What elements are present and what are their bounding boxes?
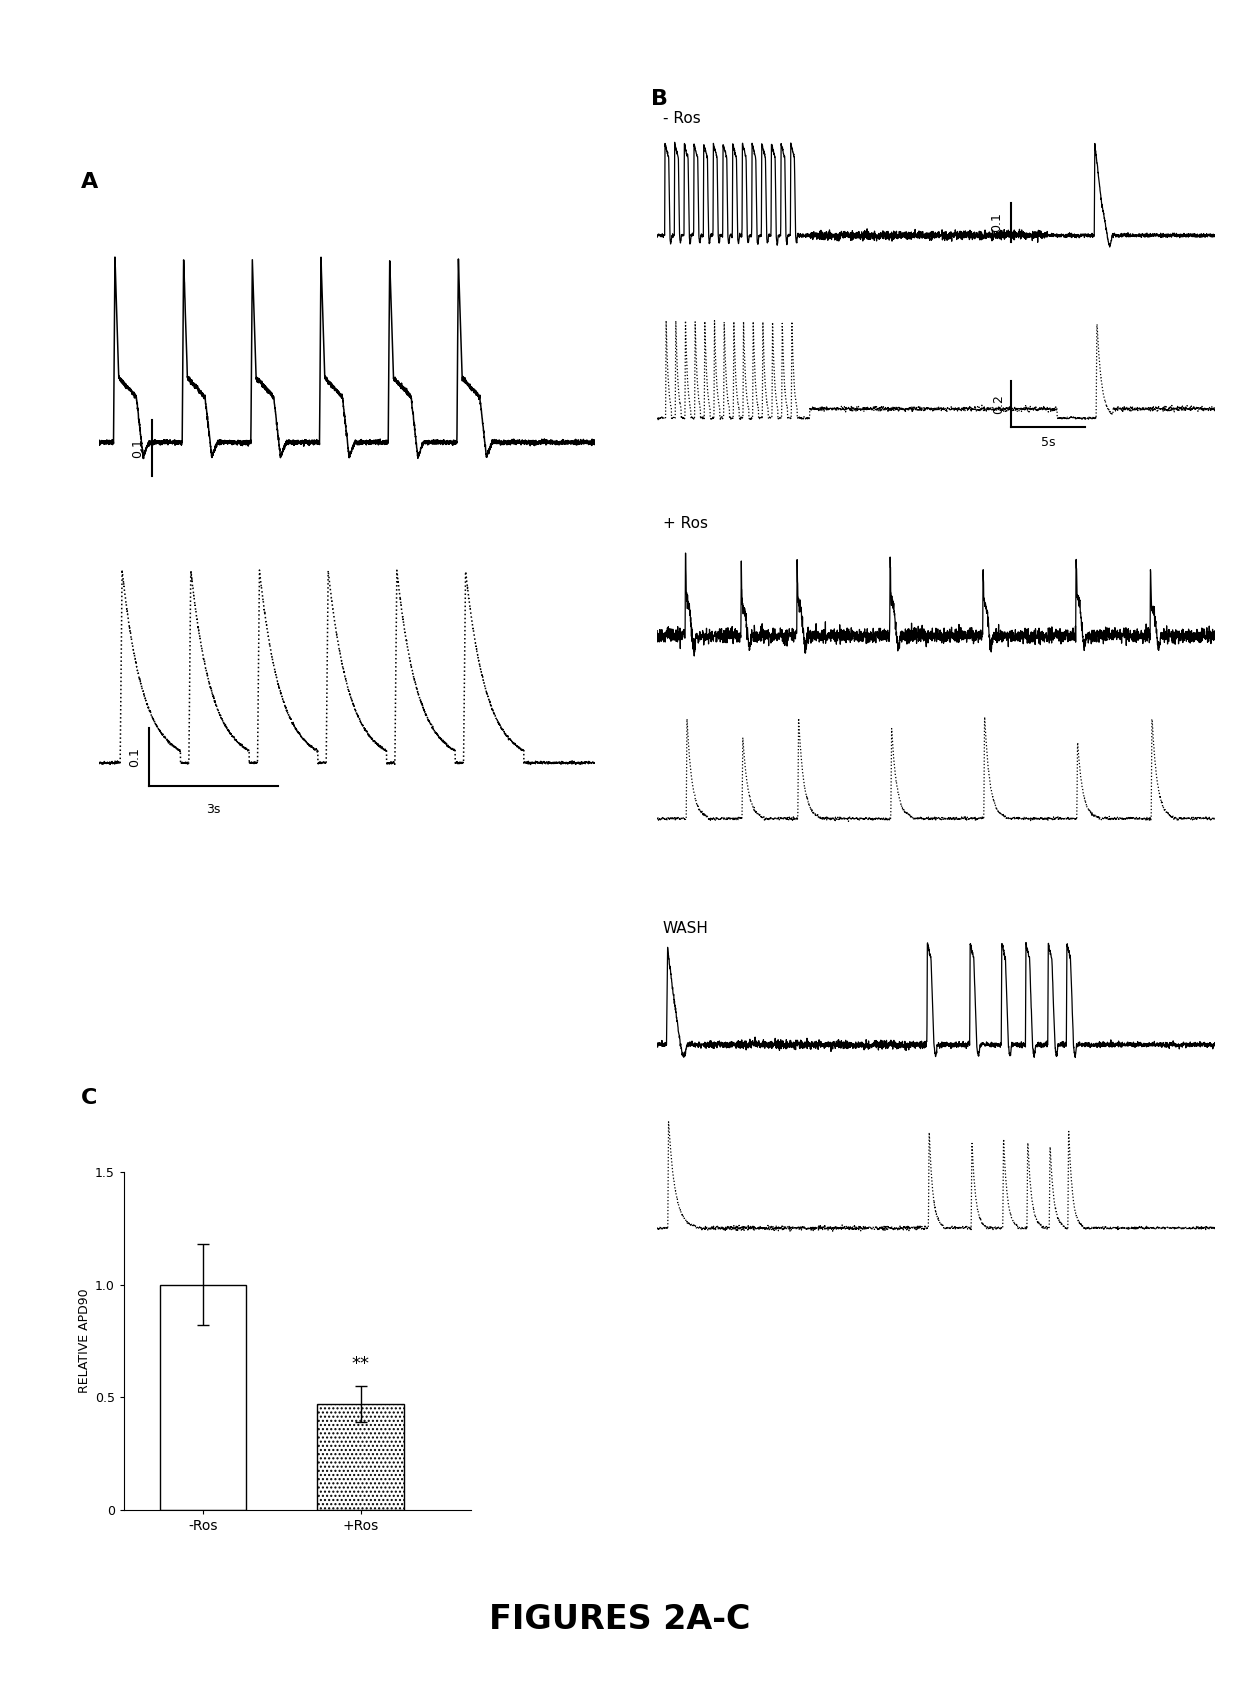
Text: FIGURES 2A-C: FIGURES 2A-C	[490, 1603, 750, 1636]
Text: + Ros: + Ros	[663, 516, 708, 531]
Text: C: C	[81, 1088, 97, 1108]
Text: 5s: 5s	[1040, 437, 1055, 449]
Text: 0.1: 0.1	[991, 213, 1003, 233]
Text: 0.1: 0.1	[131, 439, 144, 457]
Text: - Ros: - Ros	[663, 111, 701, 127]
Text: WASH: WASH	[663, 921, 708, 936]
Text: A: A	[81, 172, 98, 192]
Text: 0.1: 0.1	[128, 747, 141, 768]
Text: **: **	[352, 1355, 370, 1373]
Bar	[317, 1404, 404, 1510]
Text: B: B	[651, 89, 668, 110]
Bar	[160, 1285, 247, 1510]
Text: 3s: 3s	[206, 803, 221, 817]
Y-axis label: RELATIVE APD90: RELATIVE APD90	[78, 1289, 91, 1393]
Text: 0.2: 0.2	[992, 395, 1004, 415]
